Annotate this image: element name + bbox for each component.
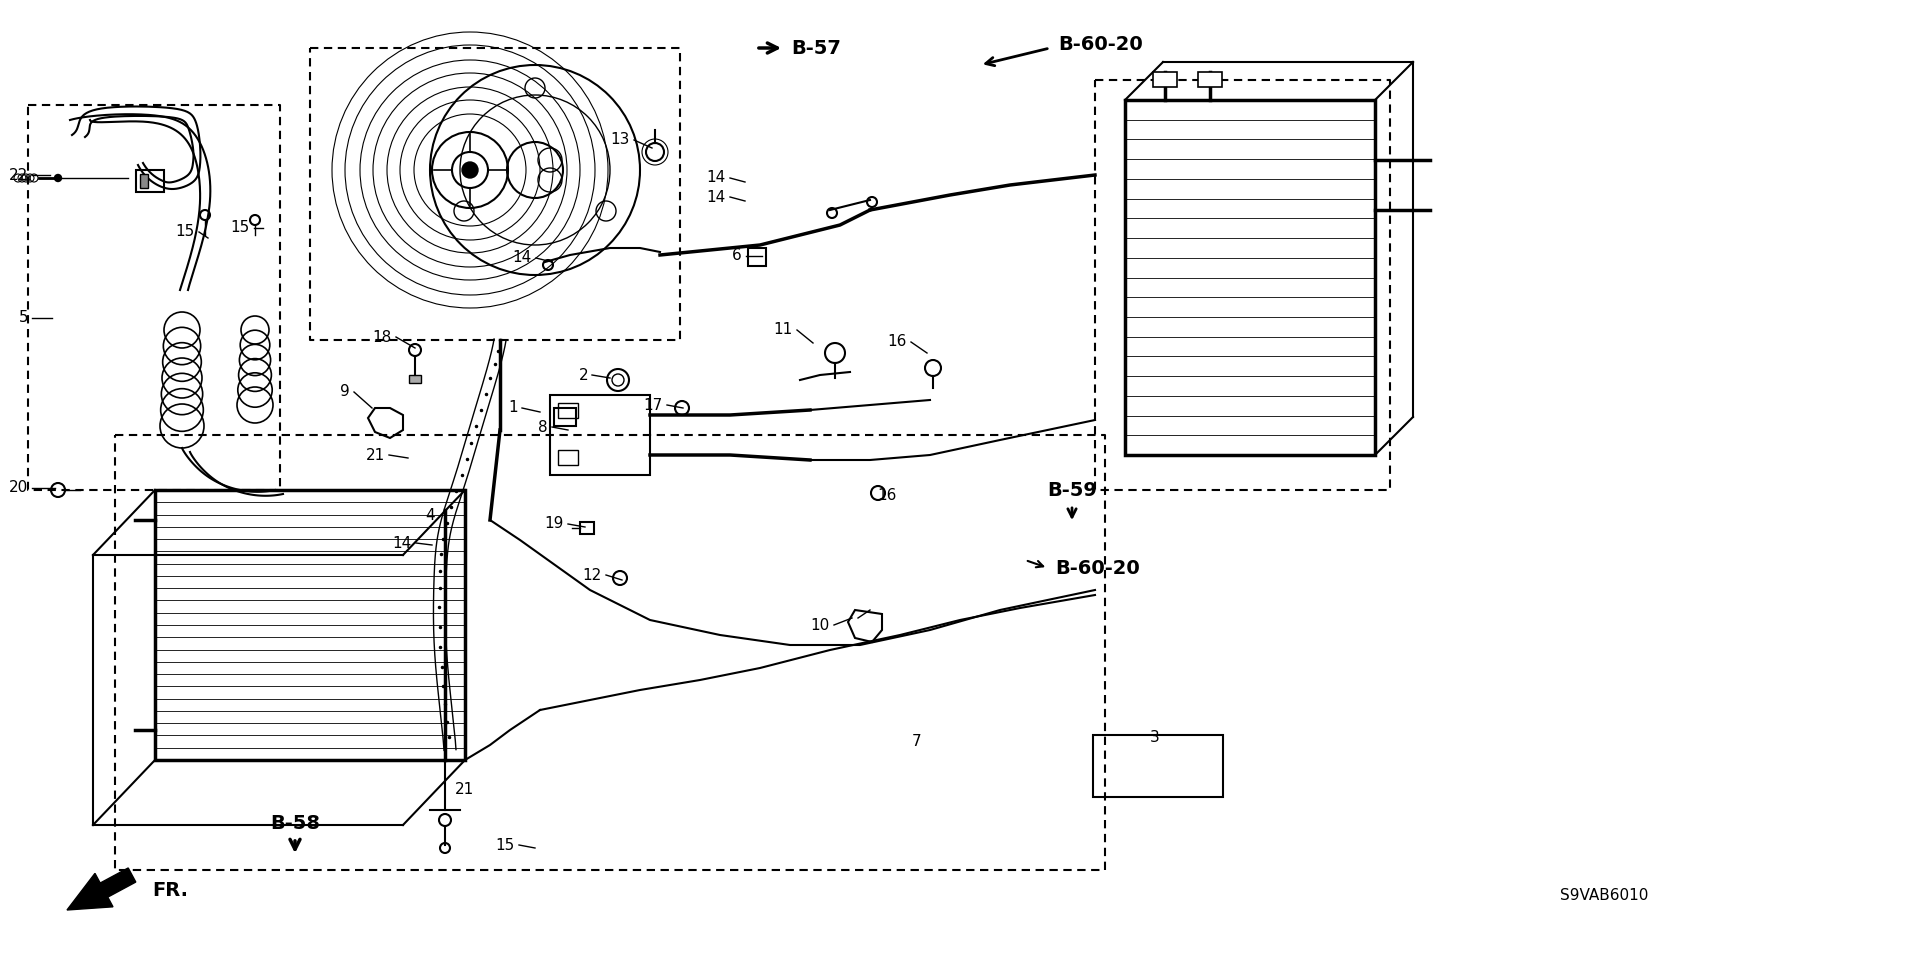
Text: 5: 5 bbox=[19, 311, 29, 325]
Text: 15: 15 bbox=[495, 837, 515, 853]
Text: 13: 13 bbox=[611, 132, 630, 148]
Text: 16: 16 bbox=[887, 335, 906, 349]
Text: 14: 14 bbox=[707, 171, 726, 185]
Bar bbox=[136, 170, 163, 192]
Text: 10: 10 bbox=[810, 618, 829, 633]
Text: FR.: FR. bbox=[152, 880, 188, 900]
Text: 11: 11 bbox=[774, 322, 793, 338]
Text: 15: 15 bbox=[230, 221, 250, 236]
Bar bbox=[140, 174, 148, 188]
Bar bbox=[156, 490, 465, 760]
Text: B-59: B-59 bbox=[1046, 481, 1096, 500]
Text: 18: 18 bbox=[372, 330, 392, 344]
Text: B-57: B-57 bbox=[791, 38, 841, 58]
Bar bbox=[1125, 100, 1375, 455]
Bar bbox=[1092, 735, 1223, 797]
Bar bbox=[559, 403, 578, 418]
Circle shape bbox=[54, 175, 61, 181]
Text: 7: 7 bbox=[912, 735, 922, 750]
Text: 21: 21 bbox=[365, 448, 386, 462]
Text: 6: 6 bbox=[732, 248, 741, 264]
Text: 22: 22 bbox=[10, 168, 29, 182]
Text: 14: 14 bbox=[513, 250, 532, 266]
Text: 19: 19 bbox=[545, 517, 564, 531]
Text: 12: 12 bbox=[584, 568, 603, 582]
Text: B-60-20: B-60-20 bbox=[1058, 35, 1142, 55]
Bar bbox=[580, 522, 593, 534]
Text: 17: 17 bbox=[643, 397, 662, 412]
Bar bbox=[1154, 72, 1177, 87]
Text: 16: 16 bbox=[877, 487, 897, 503]
Text: S9VAB6010: S9VAB6010 bbox=[1559, 887, 1649, 902]
Text: 1: 1 bbox=[509, 401, 518, 415]
Bar bbox=[549, 395, 651, 475]
Text: 21: 21 bbox=[455, 782, 474, 797]
Text: 8: 8 bbox=[538, 419, 547, 434]
Text: B-58: B-58 bbox=[271, 814, 321, 833]
Text: 14: 14 bbox=[707, 190, 726, 204]
Text: B-60-20: B-60-20 bbox=[1054, 558, 1140, 577]
Text: 20: 20 bbox=[10, 480, 29, 496]
Bar bbox=[559, 450, 578, 465]
Text: 15: 15 bbox=[177, 224, 196, 240]
Text: 9: 9 bbox=[340, 385, 349, 400]
Text: 2: 2 bbox=[578, 367, 588, 383]
Text: 4: 4 bbox=[424, 508, 434, 524]
FancyArrow shape bbox=[67, 868, 136, 910]
Text: 3: 3 bbox=[1150, 731, 1160, 745]
Bar bbox=[409, 375, 420, 383]
Bar bbox=[555, 408, 576, 426]
Text: 14: 14 bbox=[394, 535, 413, 550]
Bar bbox=[749, 248, 766, 266]
Circle shape bbox=[463, 162, 478, 178]
Bar bbox=[1198, 72, 1221, 87]
